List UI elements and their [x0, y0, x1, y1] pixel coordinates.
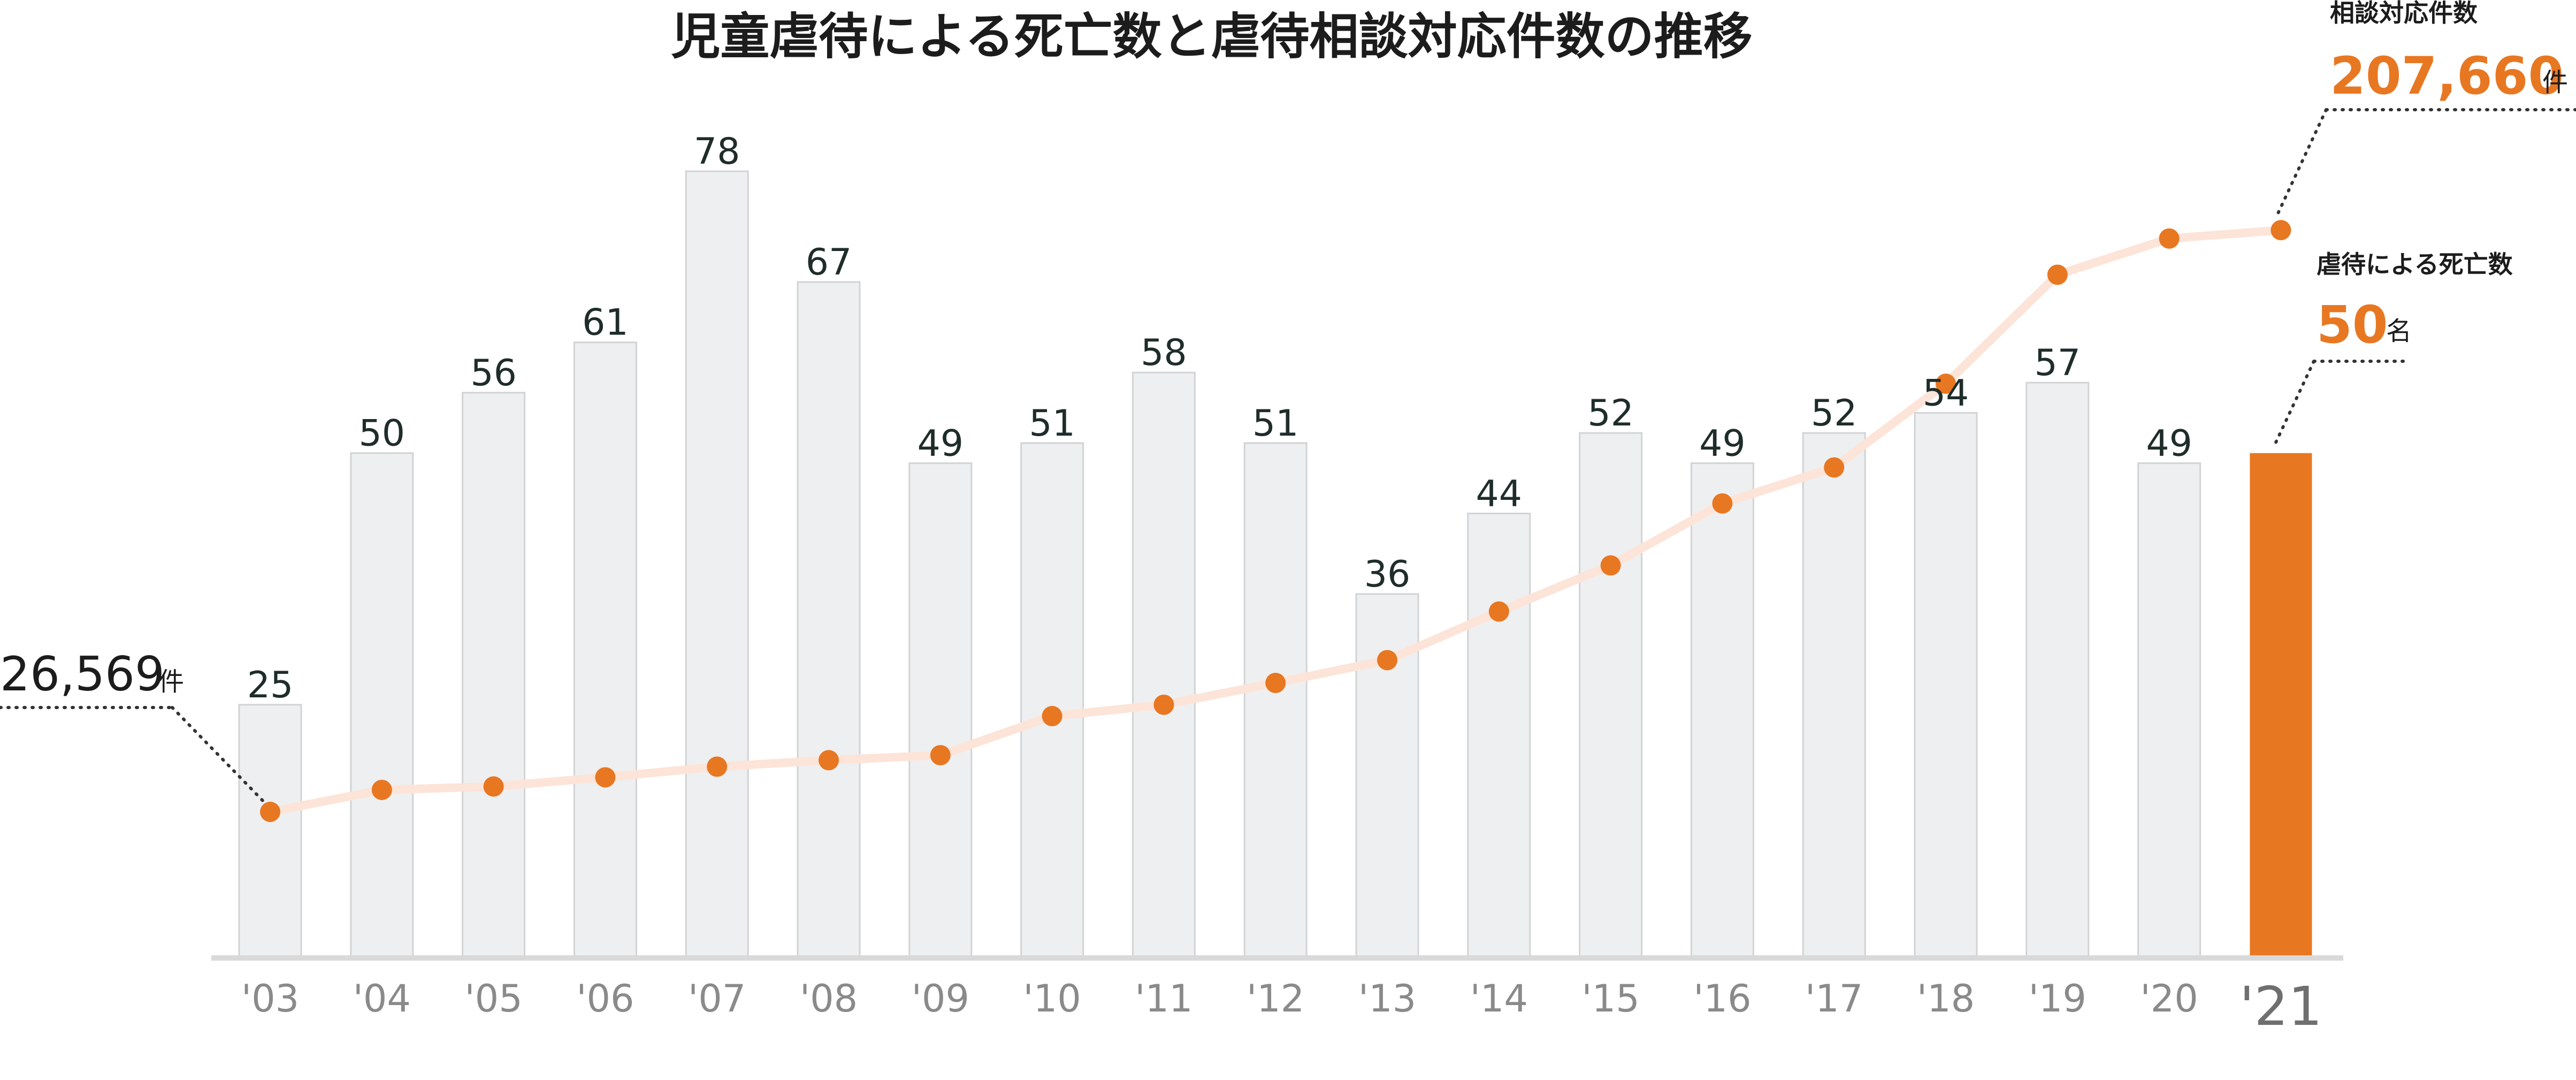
bar-12 [1579, 432, 1643, 957]
value-labels: 25 50 56 61 78 67 49 51 58 51 36 44 52 49 52 54 57 49 [247, 131, 2192, 706]
bar-17 [2137, 462, 2202, 957]
x-tick-12: '15 [1581, 977, 1639, 1021]
line-point-10 [1377, 650, 1397, 671]
line-start-value: 26,569 [0, 647, 165, 702]
line-point-3 [595, 767, 616, 788]
line-point-5 [819, 750, 839, 771]
bar-value-label-2: 56 [470, 352, 517, 394]
bar-value-label-12: 52 [1587, 392, 1634, 435]
x-tick-11: '14 [1470, 977, 1528, 1021]
bar-value-label-13: 49 [1699, 422, 1746, 465]
bar-2 [462, 392, 526, 957]
bar-0 [238, 704, 302, 957]
line-start-leader-d [171, 706, 266, 804]
line-point-4 [707, 756, 728, 777]
bar-value-label-14: 52 [1811, 392, 1858, 435]
line-point-17 [2159, 228, 2180, 249]
x-tick-7: '10 [1023, 977, 1081, 1021]
line-point-8 [1153, 694, 1174, 715]
bar-13 [1690, 462, 1754, 957]
line-point-14 [1824, 457, 1845, 478]
line-point-0 [260, 802, 280, 822]
bar-end-annotation: 虐待による死亡数 50 名 [2272, 250, 2513, 448]
bar-value-label-7: 51 [1029, 402, 1075, 445]
bar-value-label-17: 49 [2146, 422, 2192, 465]
x-tick-6: '09 [912, 977, 969, 1021]
x-tick-9: '12 [1247, 977, 1304, 1021]
bar-value-label-6: 49 [918, 422, 964, 465]
x-tick-5: '08 [800, 977, 858, 1021]
bar-value-label-1: 50 [359, 413, 406, 455]
bar-8 [1132, 371, 1196, 957]
bar-value-label-4: 78 [694, 131, 740, 173]
bar-value-label-16: 57 [2035, 342, 2081, 384]
line-point-1 [371, 779, 392, 800]
bar-end-label: 虐待による死亡数 [2317, 250, 2513, 279]
x-tick-3: '06 [576, 977, 634, 1021]
bar-11 [1467, 512, 1531, 957]
bar-value-label-9: 51 [1252, 402, 1299, 445]
line-point-9 [1265, 673, 1286, 694]
bar-value-label-5: 67 [806, 241, 852, 284]
line-point-2 [483, 776, 504, 797]
line-point-7 [1042, 706, 1062, 727]
bar-7 [1020, 442, 1084, 957]
bar-18 [2250, 453, 2312, 956]
bar-1 [350, 452, 414, 957]
bar-4 [685, 170, 749, 957]
bar-value-label-10: 36 [1364, 553, 1411, 596]
bar-value-label-11: 44 [1476, 473, 1523, 515]
bar-value-label-8: 58 [1141, 332, 1187, 374]
line-point-15 [1936, 374, 1956, 394]
line-start-annotation: 26,569 件 [0, 647, 266, 804]
bar-15 [1914, 412, 1978, 957]
line-end-leader-d [2275, 108, 2328, 218]
line-point-6 [930, 745, 951, 766]
bar-14 [1802, 432, 1866, 957]
x-tick-17: '20 [2140, 977, 2198, 1021]
line-point-12 [1600, 555, 1621, 576]
line-point-13 [1712, 493, 1733, 514]
line-end-label: 相談対応件数 [2330, 0, 2478, 27]
x-tick-15: '18 [1917, 977, 1975, 1021]
bar-9 [1243, 442, 1308, 957]
bars-layer [238, 170, 2312, 957]
line-end-annotation: 相談対応件数 207,660 件 [2275, 0, 2576, 218]
line-end-value: 207,660 [2330, 46, 2564, 106]
bar-3 [573, 341, 637, 957]
x-tick-10: '13 [1358, 977, 1416, 1021]
chart-title: 児童虐待による死亡数と虐待相談対応件数の推移 [671, 8, 1752, 65]
x-tick-8: '11 [1135, 977, 1193, 1021]
x-tick-0: '03 [241, 977, 299, 1021]
line-layer [260, 220, 2291, 822]
bar-end-value: 50 [2317, 295, 2388, 355]
bar-end-leader-d [2272, 360, 2315, 448]
line-start-unit: 件 [158, 667, 184, 697]
line-point-11 [1488, 601, 1509, 622]
x-tick-labels: '03 '04 '05 '06 '07 '08 '09 '10 '11 '12 '13 '14 '15 '… [241, 975, 2322, 1038]
line-point-18 [2271, 220, 2291, 240]
x-tick-14: '17 [1805, 977, 1863, 1021]
x-tick-16: '19 [2029, 977, 2086, 1021]
line-end-unit: 件 [2542, 67, 2568, 97]
x-tick-1: '04 [353, 977, 411, 1021]
x-tick-13: '16 [1693, 977, 1751, 1021]
bar-6 [908, 462, 973, 957]
x-tick-4: '07 [688, 977, 746, 1021]
bar-end-unit: 名 [2386, 316, 2412, 346]
bar-value-label-3: 61 [582, 302, 629, 344]
bar-5 [797, 281, 861, 957]
x-tick-18: '21 [2239, 975, 2322, 1038]
line-point-16 [2047, 264, 2068, 285]
bar-value-label-15: 54 [1923, 372, 1969, 414]
bar-value-label-0: 25 [247, 664, 294, 706]
bar-16 [2025, 382, 2090, 957]
x-tick-2: '05 [464, 977, 522, 1021]
